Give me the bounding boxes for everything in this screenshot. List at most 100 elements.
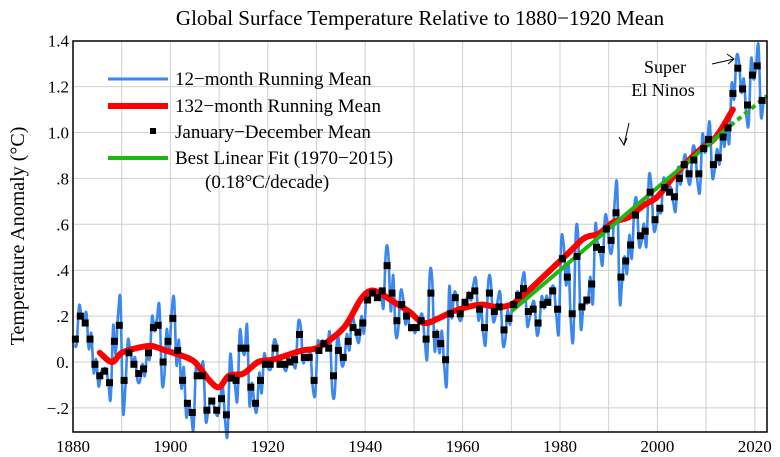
annual-mean-marker [481, 324, 488, 332]
x-tick-label: 1900 [153, 437, 187, 456]
annual-mean-marker [96, 372, 104, 380]
annual-mean-marker [81, 319, 89, 327]
annual-mean-marker [315, 347, 323, 354]
annual-mean-marker [446, 310, 454, 318]
annual-mean-marker [461, 298, 469, 306]
y-axis-label: Temperature Anomaly (°C) [7, 127, 29, 346]
annual-mean-marker [651, 216, 659, 224]
annual-mean-marker [729, 90, 737, 97]
annual-mean-marker [91, 360, 99, 368]
annual-mean-marker [135, 370, 143, 377]
annual-mean-marker [748, 71, 756, 79]
annual-mean-marker [709, 161, 717, 169]
annual-mean-marker [349, 324, 357, 332]
annual-mean-marker [339, 353, 347, 361]
annotations: Super El Ninos [618, 53, 735, 147]
annual-mean-marker [276, 360, 284, 368]
legend-label-annual: January−December Mean [175, 122, 371, 143]
annual-mean-marker [359, 319, 367, 327]
annual-mean-marker [296, 331, 303, 338]
plot-area [71, 42, 769, 440]
annual-mean-marker [120, 376, 128, 384]
annual-mean-marker [188, 409, 196, 416]
annual-mean-marker [758, 96, 766, 104]
annual-mean-marker [617, 273, 625, 281]
annotation-el-ninos: El Ninos [631, 80, 695, 100]
annual-mean-marker [159, 358, 167, 366]
annual-mean-marker [670, 193, 678, 201]
annual-mean-marker [305, 353, 313, 361]
annual-mean-marker [169, 314, 177, 322]
annual-mean-marker [237, 344, 245, 352]
annual-mean-marker [607, 236, 615, 244]
annual-mean-marker [398, 301, 406, 309]
x-tick-label: 1880 [56, 437, 90, 456]
annual-mean-marker [471, 287, 479, 295]
annual-mean-marker [427, 289, 435, 297]
annual-mean-marker [388, 289, 396, 297]
annual-mean-marker [520, 285, 527, 293]
annual-mean-marker [266, 360, 274, 368]
annual-mean-marker [378, 287, 386, 295]
annual-mean-marker [164, 337, 172, 345]
annual-mean-marker [529, 305, 537, 313]
annual-mean-marker [695, 170, 703, 178]
annual-mean-marker [656, 204, 664, 212]
annual-mean-marker [597, 246, 605, 253]
legend-label-12month: 12−month Running Mean [175, 69, 372, 90]
annual-mean-marker [578, 303, 586, 311]
annual-mean-marker [573, 252, 581, 260]
annual-mean-marker [734, 64, 742, 72]
y-tick-label: −.2 [47, 399, 69, 418]
annual-mean-marker [714, 154, 722, 162]
annual-mean-marker [373, 294, 381, 302]
annual-mean-marker [554, 305, 562, 313]
annual-mean-marker [451, 294, 459, 302]
annual-mean-marker [588, 280, 596, 288]
annual-mean-marker [515, 291, 523, 299]
annual-mean-marker [213, 406, 221, 414]
annual-mean-marker [558, 255, 566, 263]
annual-mean-marker [500, 326, 508, 334]
annual-mean-marker [271, 344, 279, 352]
annual-mean-marker [583, 296, 591, 304]
annual-mean-marker [232, 376, 240, 384]
annual-mean-marker [242, 344, 250, 352]
annual-mean-marker [403, 312, 411, 320]
annual-mean-marker [432, 331, 440, 338]
y-tick-label: .2 [56, 307, 69, 326]
annual-mean-marker [437, 340, 445, 348]
annual-mean-marker [193, 372, 201, 380]
annual-mean-marker [110, 337, 118, 345]
annual-mean-marker [622, 257, 630, 265]
legend: 12−month Running Mean 132−month Running … [108, 69, 393, 193]
annual-mean-marker [539, 301, 547, 309]
annual-mean-marker [641, 227, 649, 235]
annual-mean-marker [330, 372, 337, 380]
annual-mean-marker [149, 324, 157, 332]
annual-mean-marker [466, 291, 474, 299]
x-tick-label: 1940 [348, 437, 382, 456]
annual-mean-marker [646, 188, 654, 196]
annual-mean-marker [106, 379, 113, 387]
legend-label-linear-fit: Best Linear Fit (1970−2015) [175, 148, 393, 169]
annual-mean-marker [261, 360, 269, 368]
annual-mean-marker [690, 156, 698, 164]
annual-mean-marker [222, 411, 230, 419]
y-tick-label: .4 [56, 261, 69, 280]
annual-mean-marker [636, 232, 644, 240]
annual-mean-marker [724, 124, 732, 132]
annual-mean-marker [456, 310, 464, 318]
annual-mean-marker [680, 161, 688, 169]
annual-mean-marker [369, 289, 376, 297]
annual-mean-marker [534, 319, 542, 327]
x-tick-label: 2000 [640, 437, 674, 456]
annual-mean-marker [412, 324, 420, 332]
annual-mean-marker [101, 367, 109, 375]
annual-mean-marker [685, 170, 693, 178]
annual-mean-marker [310, 376, 318, 384]
annual-mean-marker [76, 312, 84, 320]
annual-mean-marker [247, 383, 255, 391]
annual-mean-marker [700, 145, 708, 153]
y-tick-label: .8 [56, 169, 69, 188]
